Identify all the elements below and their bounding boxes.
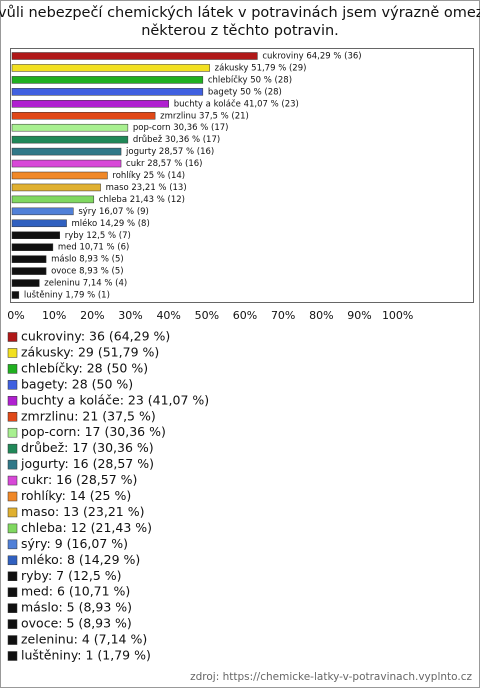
legend-label: pop-corn: 17 (30,36 %) <box>21 424 166 439</box>
bar <box>11 112 156 120</box>
bar <box>11 219 67 228</box>
legend-label: sýry: 9 (16,07 %) <box>21 536 128 551</box>
legend-swatch <box>7 507 18 518</box>
x-tick-label: 30% <box>118 309 142 322</box>
value-label: pop-corn 30,36 % (17) <box>133 123 229 133</box>
bar <box>11 76 204 84</box>
value-label: cukr 28,57 % (16) <box>126 159 202 169</box>
legend-label: zeleninu: 4 (7,14 %) <box>21 632 147 647</box>
value-label: mléko 14,29 % (8) <box>72 218 150 229</box>
legend-swatch <box>7 619 18 629</box>
legend-swatch <box>7 587 18 597</box>
x-tick-label: 80% <box>309 309 333 322</box>
legend-swatch <box>7 571 18 581</box>
legend-swatch <box>7 603 18 613</box>
bar <box>11 64 210 72</box>
value-label: zmrzlinu 37,5 % (21) <box>160 111 249 121</box>
legend-label: luštěniny: 1 (1,79 %) <box>21 648 151 663</box>
bar <box>11 195 95 204</box>
legend-swatch <box>7 635 18 645</box>
bar <box>11 171 108 180</box>
bar <box>11 159 122 168</box>
legend-label: bagety: 28 (50 %) <box>21 376 133 391</box>
x-tick-label: 50% <box>195 309 219 322</box>
legend-label: zákusky: 29 (51,79 %) <box>21 344 159 359</box>
bar <box>11 147 122 156</box>
legend-label: ryby: 7 (12,5 %) <box>21 568 122 583</box>
legend-label: rohlíky: 14 (25 %) <box>21 488 131 503</box>
legend-swatch <box>7 539 18 550</box>
bar <box>11 88 204 96</box>
value-label: bagety 50 % (28) <box>208 87 282 97</box>
legend-swatch <box>7 364 18 374</box>
chart-title: některou z těchto potravin. <box>141 23 339 39</box>
bar <box>11 243 54 251</box>
value-label: máslo 8,93 % (5) <box>51 255 124 265</box>
bar <box>11 183 101 192</box>
legend-swatch <box>7 651 18 661</box>
value-label: med 10,71 % (6) <box>58 243 129 253</box>
legend-label: ovoce: 5 (8,93 %) <box>21 616 132 631</box>
legend-label: maso: 13 (23,21 %) <box>21 504 144 519</box>
x-tick-label: 100% <box>382 309 413 322</box>
legend-label: drůbež: 17 (30,36 %) <box>21 440 154 455</box>
x-tick-label: 0% <box>7 309 24 322</box>
value-label: luštěniny 1,79 % (1) <box>24 290 110 301</box>
chart-title: Kvůli nebezpečí chemických látek v potra… <box>0 5 480 21</box>
legend-swatch <box>7 412 18 422</box>
legend-swatch <box>7 491 18 502</box>
legend-swatch <box>7 555 18 566</box>
bar <box>11 267 47 275</box>
legend-swatch <box>7 396 18 406</box>
legend-label: cukr: 16 (28,57 %) <box>21 472 137 487</box>
bar <box>11 255 47 263</box>
legend-swatch <box>7 443 18 454</box>
legend-label: chleba: 12 (21,43 %) <box>21 520 152 535</box>
value-label: buchty a koláče 41,07 % (23) <box>174 98 299 109</box>
bar <box>11 207 74 216</box>
legend-label: buchty a koláče: 23 (41,07 %) <box>21 392 209 407</box>
legend-label: med: 6 (10,71 %) <box>21 584 130 599</box>
legend-label: jogurty: 16 (28,57 %) <box>20 456 154 471</box>
legend-label: chlebíčky: 28 (50 %) <box>21 360 148 375</box>
legend-swatch <box>7 475 18 486</box>
x-tick-label: 10% <box>42 309 66 322</box>
x-tick-label: 20% <box>80 309 104 322</box>
value-label: sýry 16,07 % (9) <box>78 207 149 217</box>
x-tick-label: 90% <box>347 309 371 322</box>
source: zdroj: https://chemicke-latky-v-potravin… <box>190 671 472 683</box>
value-label: chlebíčky 50 % (28) <box>208 74 292 85</box>
legend-label: mléko: 8 (14,29 %) <box>21 552 140 567</box>
value-label: ovoce 8,93 % (5) <box>51 267 123 277</box>
bar <box>11 100 170 108</box>
x-tick-label: 60% <box>233 309 257 322</box>
legend-swatch <box>7 332 18 342</box>
bar <box>11 291 20 299</box>
value-label: drůbež 30,36 % (17) <box>133 134 220 145</box>
bar <box>11 123 129 132</box>
value-label: zeleninu 7,14 % (4) <box>44 279 127 289</box>
value-label: jogurty 28,57 % (16) <box>125 147 214 157</box>
legend-swatch <box>7 348 18 358</box>
legend-swatch <box>7 459 18 470</box>
legend-label: máslo: 5 (8,93 %) <box>21 600 132 615</box>
legend-swatch <box>7 380 18 390</box>
value-label: cukroviny 64,29 % (36) <box>262 52 361 62</box>
legend-swatch <box>7 427 18 438</box>
value-label: rohlíky 25 % (14) <box>112 171 185 181</box>
bar <box>11 231 60 239</box>
legend-label: zmrzlinu: 21 (37,5 %) <box>21 408 156 423</box>
bar <box>11 279 40 287</box>
value-label: ryby 12,5 % (7) <box>65 231 131 241</box>
legend-label: cukroviny: 36 (64,29 %) <box>21 329 170 344</box>
bar <box>11 135 129 144</box>
bar <box>11 52 258 60</box>
x-tick-label: 40% <box>156 309 180 322</box>
x-tick-label: 70% <box>271 309 295 322</box>
legend-swatch <box>7 523 18 534</box>
value-label: maso 23,21 % (13) <box>106 183 187 193</box>
value-label: chleba 21,43 % (12) <box>99 195 185 205</box>
value-label: zákusky 51,79 % (29) <box>215 63 307 73</box>
